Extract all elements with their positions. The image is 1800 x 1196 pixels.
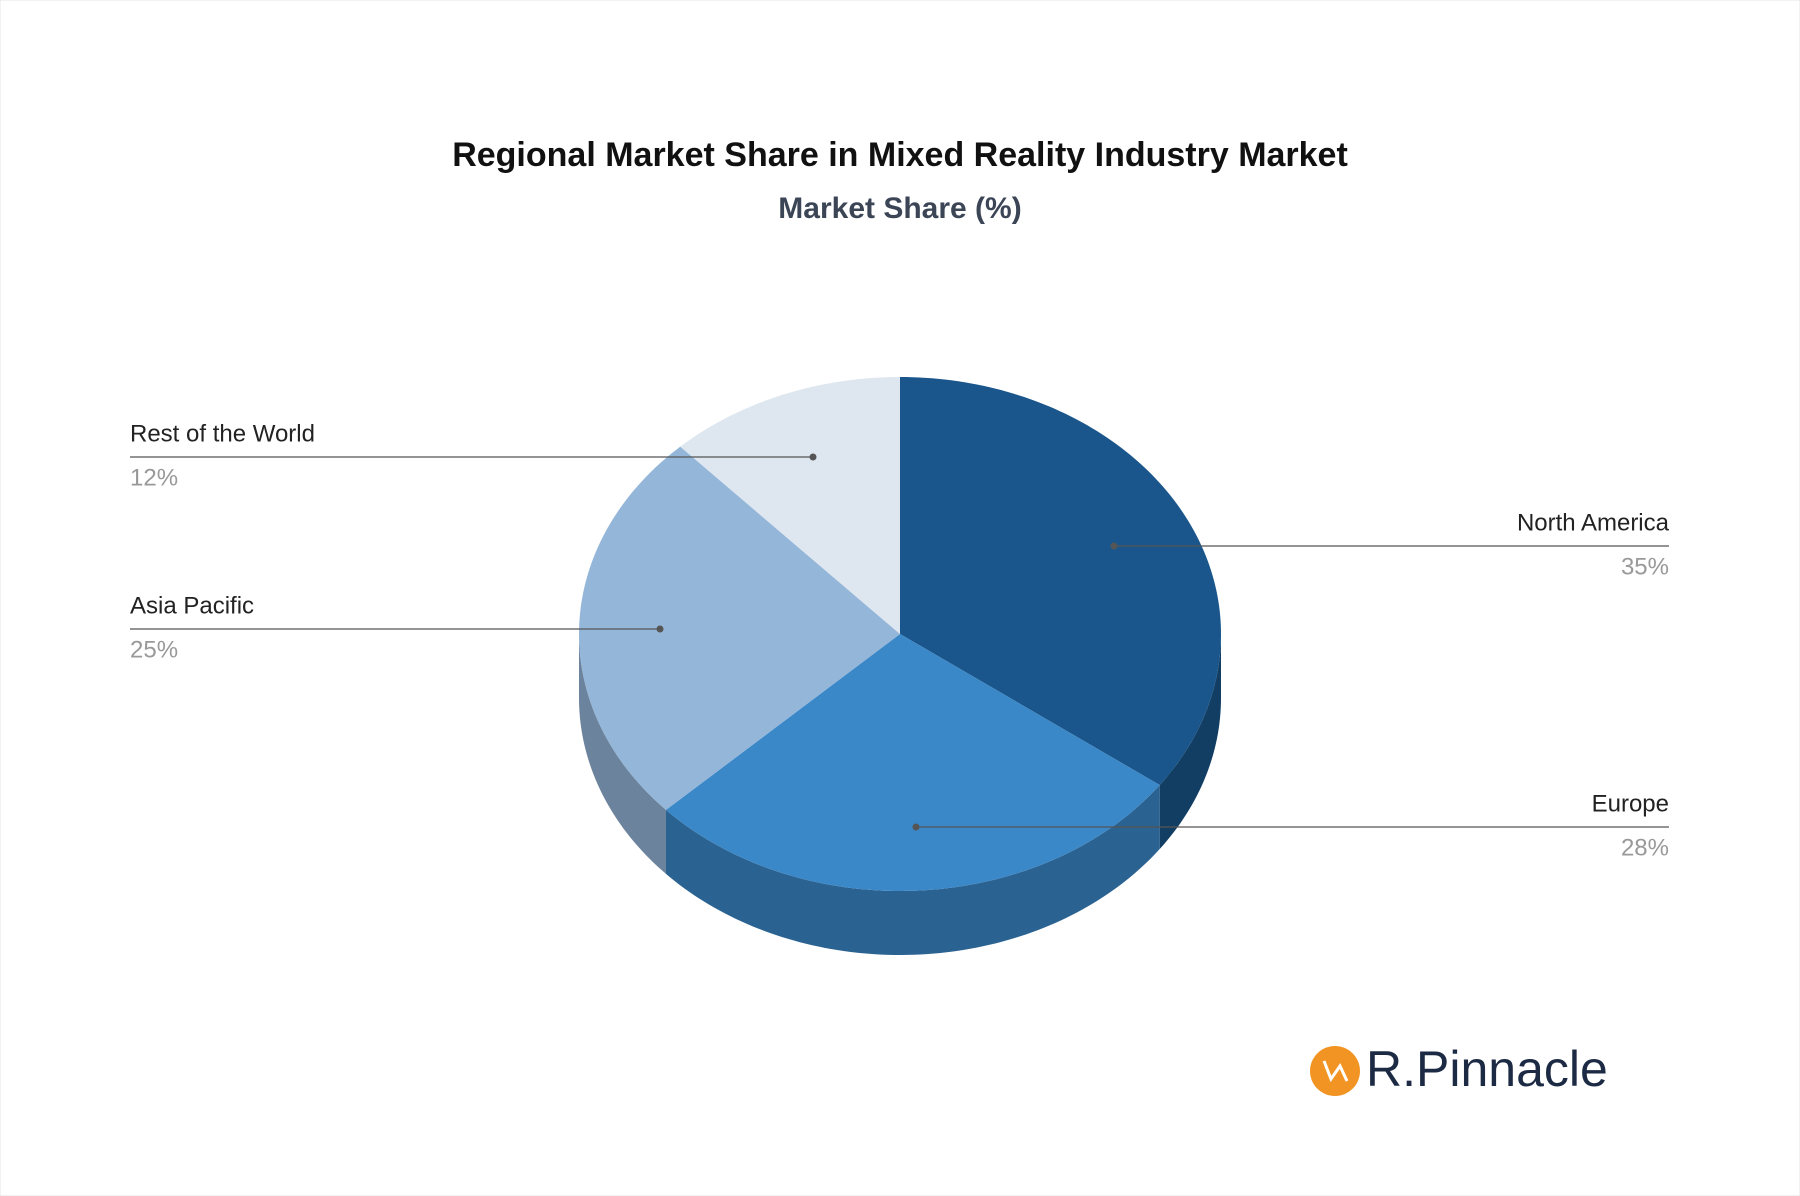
category-label: Asia Pacific (130, 592, 254, 619)
slice-side (1159, 634, 1221, 850)
value-label: 28% (1621, 834, 1669, 861)
leader-dot (656, 625, 664, 633)
slice (680, 377, 900, 634)
value-label: 35% (1621, 553, 1669, 580)
category-label: Rest of the World (130, 420, 315, 447)
slice (579, 446, 900, 810)
slice-side (579, 634, 667, 874)
chart-title: Regional Market Share in Mixed Reality I… (452, 136, 1348, 174)
slice (900, 377, 1221, 786)
chart-subtitle: Market Share (%) (778, 192, 1021, 225)
category-label: North America (1517, 509, 1670, 536)
value-label: 25% (130, 636, 178, 663)
leader-dot (809, 453, 817, 461)
leader-dot (912, 823, 920, 831)
value-label: 12% (130, 464, 178, 491)
category-label: Europe (1592, 790, 1669, 817)
brand-name: R.Pinnacle (1366, 1041, 1608, 1097)
logo-glyph (1322, 1060, 1349, 1083)
brand-logo: R.Pinnacle (1310, 1041, 1608, 1097)
leader-dot (1110, 542, 1118, 550)
slice-side (666, 785, 1160, 955)
